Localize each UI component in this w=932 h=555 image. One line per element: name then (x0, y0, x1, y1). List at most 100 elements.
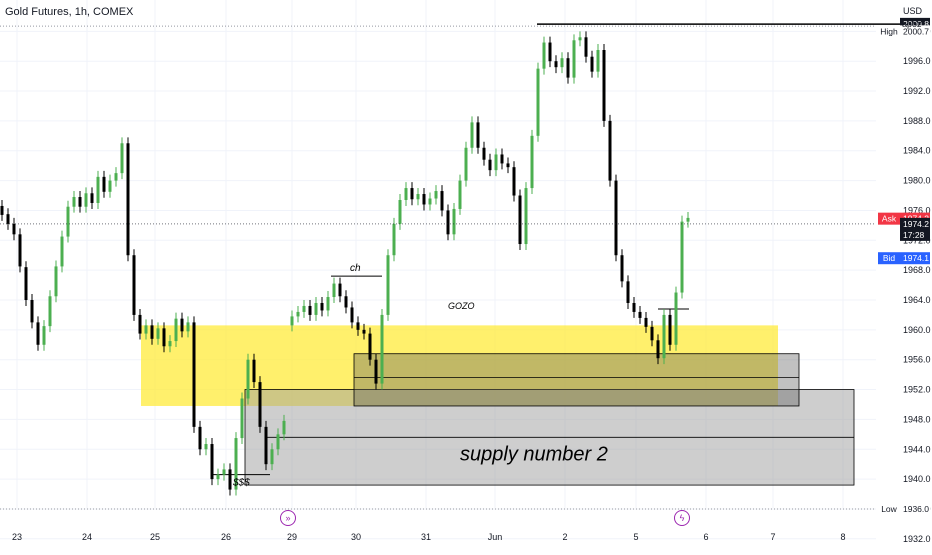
candle-body (368, 333, 372, 360)
candle-body (258, 382, 262, 427)
candle-body (66, 206, 70, 237)
candle-body (192, 322, 196, 427)
candle-body (60, 236, 64, 267)
x-tick-label: 2 (562, 532, 567, 542)
x-tick-label: 8 (840, 532, 845, 542)
y-tick-label: 1992.0 (903, 86, 931, 96)
order-block-dark[interactable] (353, 353, 800, 407)
candle-body (518, 195, 522, 245)
candle-body (350, 307, 354, 323)
symbol-title[interactable]: Gold Futures, 1h, COMEX (5, 6, 134, 18)
candle-body (234, 438, 238, 490)
x-tick-label: 31 (421, 532, 431, 542)
top-price-tag-value: 2000.8 (903, 19, 929, 29)
low-tag-value-bg (900, 502, 930, 515)
candle-body (150, 325, 154, 339)
reference-lines (0, 25, 876, 510)
candle-body (524, 188, 528, 245)
candle-body (78, 197, 82, 207)
candle-body (222, 469, 226, 475)
candle-body (434, 191, 438, 199)
candle-body (240, 398, 244, 439)
drawings-layer[interactable] (141, 23, 903, 486)
candle-body (416, 194, 420, 200)
y-tick-label: 1984.0 (903, 146, 931, 156)
high-tag-label: High (880, 26, 898, 36)
candle-body (668, 314, 672, 345)
candle-body (398, 200, 402, 224)
high-tag-label-bg (878, 25, 900, 38)
candle-body (542, 42, 546, 69)
candle-body (144, 325, 148, 334)
x-tick-label: 29 (287, 532, 297, 542)
candle-body (252, 359, 256, 383)
candle-body (548, 42, 552, 62)
x-tick-label: 6 (703, 532, 708, 542)
y-tick-label: 1980.0 (903, 176, 931, 186)
candle-body (320, 302, 324, 311)
countdown-value: 17:28 (903, 230, 925, 240)
high-tag-value-bg (900, 25, 930, 38)
candle-body (6, 214, 10, 224)
zone-label: GOZO (448, 301, 475, 311)
candle-body (644, 317, 648, 327)
candle-body (290, 316, 294, 326)
candle-body (84, 193, 88, 207)
candle-body (560, 58, 564, 68)
candle-body (680, 221, 684, 293)
candle-body (108, 180, 112, 192)
candle-body (458, 180, 462, 209)
candle-body (0, 205, 4, 215)
bid-tag-label-bg (878, 252, 900, 265)
candle-body (554, 61, 558, 68)
candle-body (302, 305, 306, 312)
candle-body (42, 326, 46, 345)
candle-body (326, 297, 330, 311)
candle-body (314, 302, 318, 315)
currency-label: USD (903, 6, 923, 16)
x-tick-label: 23 (12, 532, 22, 542)
high-tag-value: 2000.7 (903, 26, 929, 36)
candle-body (614, 180, 618, 256)
candle-body (470, 122, 474, 148)
candle-body (54, 266, 58, 297)
lightning-icon[interactable]: ϟ (674, 510, 690, 526)
x-tick-label: 25 (150, 532, 160, 542)
low-tag-label-bg (878, 502, 900, 515)
account-label: apoz (902, 19, 922, 29)
price-axis[interactable]: 2000.01996.01992.01988.01984.01980.01976… (903, 26, 931, 543)
candle-body (36, 322, 40, 345)
candle-body (210, 444, 214, 480)
x-tick-label: 30 (351, 532, 361, 542)
y-tick-label: 1960.0 (903, 325, 931, 335)
last-price-value: 1974.2 (903, 219, 929, 229)
candle-body (12, 223, 16, 235)
candle-body (428, 198, 432, 205)
candle-body (584, 37, 588, 57)
candle-body (362, 329, 366, 334)
bid-tag-value-bg (900, 252, 930, 265)
candle-body (602, 50, 606, 121)
candle-body (24, 267, 28, 300)
candle-body (228, 469, 232, 490)
time-axis[interactable]: 23 24 25 26 29 30 31 Jun 2 5 6 7 8 (12, 532, 846, 542)
candle-body (392, 223, 396, 256)
candle-body (410, 188, 414, 200)
x-tick-label: 26 (221, 532, 231, 542)
candle-body (578, 37, 582, 41)
candle-body (638, 311, 642, 318)
candle-body (356, 322, 360, 330)
y-tick-label: 1932.0 (903, 534, 931, 544)
candle-body (282, 420, 286, 435)
candle-body (476, 122, 480, 148)
candle-body (386, 255, 390, 315)
candles-layer (0, 31, 690, 496)
candle-body (404, 188, 408, 200)
x-tick-label: Jun (488, 532, 503, 542)
bid-tag-label: Bid (883, 253, 896, 263)
candle-body (464, 147, 468, 181)
annotations: ch GOZO $$$ supply number 2 (232, 263, 608, 489)
calendar-event-icon[interactable]: » (280, 510, 296, 526)
